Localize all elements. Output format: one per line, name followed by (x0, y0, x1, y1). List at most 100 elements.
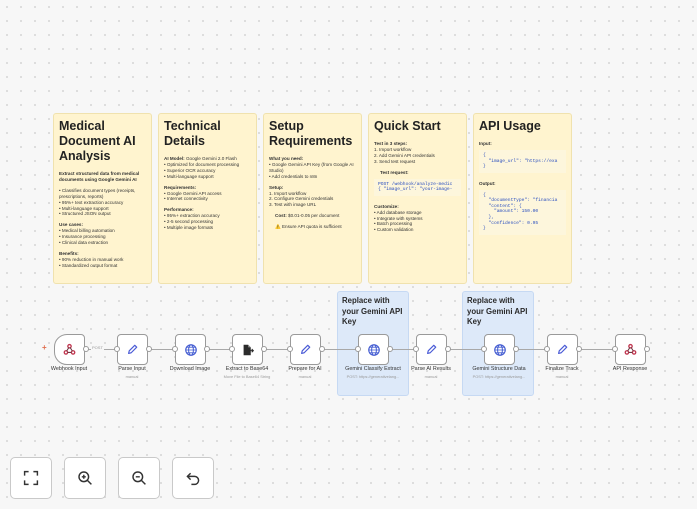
note-line: • Add database storage (374, 209, 422, 215)
connection-line[interactable] (447, 349, 483, 350)
connection-label: POST (91, 345, 104, 350)
node-subtitle: POST: https://generativelang... (346, 374, 400, 379)
note-title: Quick Start (374, 119, 441, 133)
node-label: Prepare for AI (288, 366, 322, 372)
note-line: • Add credentials to n8n (269, 173, 318, 179)
sticky-note-quick-start[interactable]: Quick Start Test in 3 steps: 1. Import w… (368, 113, 467, 284)
sticky-note-technical[interactable]: Technical Details AI Model: Google Gemin… (158, 113, 257, 284)
note-heading: Performance: (164, 207, 194, 213)
note-title: Medical Document AI Analysis (59, 119, 136, 163)
output-handle[interactable] (387, 346, 393, 352)
note-heading: Requirements: (164, 184, 197, 190)
sticky-note-api-usage[interactable]: API Usage Input: { "image_url": "https:/… (473, 113, 572, 284)
note-heading: AI Model: (164, 156, 185, 161)
sticky-note-setup[interactable]: Setup Requirements What you need: • Goog… (263, 113, 362, 284)
code-block: { "documentType": "financia "content": {… (479, 189, 566, 235)
output-handle[interactable] (576, 346, 582, 352)
note-heading: Use cases: (59, 222, 84, 228)
note-line: 1. Import workflow (374, 146, 412, 152)
connection-line[interactable] (148, 349, 174, 350)
connection-line[interactable] (515, 349, 546, 350)
connection-line[interactable] (321, 349, 357, 350)
node-label: Gemini Classify Extract (345, 366, 401, 372)
input-handle[interactable] (287, 346, 293, 352)
node-extract-to-base64[interactable] (232, 334, 263, 365)
input-handle[interactable] (229, 346, 235, 352)
note-line: • Clinical data extraction (59, 240, 109, 246)
undo-button[interactable] (172, 457, 214, 499)
output-handle[interactable] (261, 346, 267, 352)
globe-icon (184, 343, 197, 356)
note-heading: Output: (479, 180, 496, 186)
node-parse-ai-results[interactable] (416, 334, 447, 365)
connection-line[interactable] (578, 349, 614, 350)
note-line: • Classifies document types (receipts, p… (59, 187, 136, 199)
input-handle[interactable] (544, 346, 550, 352)
note-heading: Benefits: (59, 250, 79, 256)
output-handle[interactable] (83, 346, 89, 352)
sticky-note-overview[interactable]: Medical Document AI Analysis Extract str… (53, 113, 152, 284)
connection-line[interactable] (263, 349, 289, 350)
node-api-response[interactable] (615, 334, 646, 365)
add-trigger-icon[interactable]: + (42, 343, 47, 352)
note-line: 3. Test with image URL (269, 202, 317, 208)
node-subtitle: manual (125, 374, 139, 379)
node-subtitle: POST: https://generativelang... (472, 374, 526, 379)
note-line: • Structured JSON output (59, 211, 111, 217)
node-label: Finalize Track (545, 366, 579, 372)
input-handle[interactable] (481, 346, 487, 352)
input-handle[interactable] (114, 346, 120, 352)
output-handle[interactable] (445, 346, 451, 352)
zoom-out-button[interactable] (118, 457, 160, 499)
connection-line[interactable] (389, 349, 415, 350)
output-handle[interactable] (204, 346, 210, 352)
note-line: • Multi-language support (164, 173, 214, 179)
fit-view-button[interactable] (10, 457, 52, 499)
output-handle[interactable] (644, 346, 650, 352)
note-line: • Integrate with systems (374, 215, 423, 221)
node-subtitle: manual (424, 374, 438, 379)
node-webhook-input[interactable] (54, 334, 85, 365)
note-warning: ⚠️ Ensure API quota is sufficient (275, 224, 342, 230)
note-line: Google Gemini 2.0 Flash (184, 156, 237, 161)
zoom-in-button[interactable] (64, 457, 106, 499)
input-handle[interactable] (355, 346, 361, 352)
zoom-out-icon (132, 471, 146, 485)
note-line: • Internet connectivity (164, 196, 208, 202)
node-label: Webhook Input (50, 366, 88, 372)
node-gemini-structure-data[interactable] (484, 334, 515, 365)
note-line: • Medical billing automation (59, 228, 115, 234)
connection-line[interactable] (206, 349, 231, 350)
input-handle[interactable] (172, 346, 178, 352)
node-prepare-for-ai[interactable] (290, 334, 321, 365)
input-handle[interactable] (413, 346, 419, 352)
output-handle[interactable] (319, 346, 325, 352)
node-gemini-classify-extract[interactable] (358, 334, 389, 365)
globe-icon (367, 343, 380, 356)
output-handle[interactable] (146, 346, 152, 352)
note-heading: What you need: (269, 156, 304, 161)
file-export-icon (243, 344, 254, 355)
webhook-icon (624, 343, 637, 355)
note-heading: Cost: (275, 213, 287, 219)
note-heading: Setup: (269, 184, 284, 190)
note-line: • Google Gemini API access (164, 190, 222, 196)
note-line: • 90% reduction in manual work (59, 256, 124, 262)
zoom-in-icon (78, 471, 92, 485)
node-finalize-track[interactable] (547, 334, 578, 365)
sticky-text: Replace with your Gemini API Key (467, 296, 528, 326)
note-line: • Superior OCR accuracy (164, 167, 216, 173)
node-subtitle: manual (555, 374, 569, 379)
note-heading: Input: (479, 141, 492, 146)
node-label: Parse Input (118, 366, 146, 372)
note-line: • Custom validation (374, 227, 414, 233)
input-handle[interactable] (612, 346, 618, 352)
pencil-icon (558, 344, 568, 354)
globe-icon (493, 343, 506, 356)
node-download-image[interactable] (175, 334, 206, 365)
node-subtitle: manual (298, 374, 312, 379)
output-handle[interactable] (513, 346, 519, 352)
node-parse-input[interactable] (117, 334, 148, 365)
webhook-icon (63, 343, 76, 355)
note-title: API Usage (479, 119, 541, 133)
